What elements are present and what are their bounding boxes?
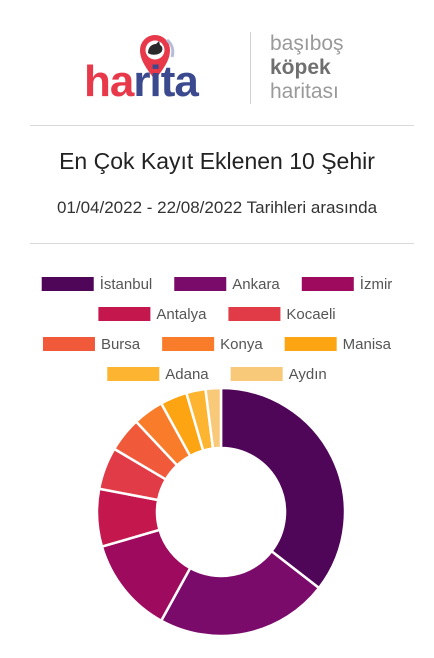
- legend-label-ankara[interactable]: Ankara: [232, 276, 280, 293]
- legend-label-aydin[interactable]: Aydın: [289, 366, 327, 383]
- donut-slices: [95, 386, 347, 638]
- legend-swatch-bursa[interactable]: [42, 337, 95, 351]
- legend-swatch-izmir[interactable]: [301, 277, 354, 291]
- tagline-line-2: köpek: [270, 56, 331, 79]
- legend-swatch-adana[interactable]: [107, 367, 160, 381]
- header: harita başıboş köpek haritası: [0, 0, 434, 125]
- legend-label-istanbul[interactable]: İstanbul: [100, 275, 153, 293]
- chart-subtitle: 01/04/2022 - 22/08/2022 Tarihleri arasın…: [56, 198, 378, 217]
- divider-bottom: [30, 243, 414, 244]
- legend-label-manisa[interactable]: Manisa: [343, 336, 392, 353]
- legend-label-bursa[interactable]: Bursa: [101, 336, 141, 353]
- legend-swatch-antalya[interactable]: [98, 307, 151, 321]
- legend-label-konya[interactable]: Konya: [220, 336, 263, 353]
- legend-swatch-manisa[interactable]: [284, 337, 337, 351]
- donut-slice-aydin[interactable]: [204, 386, 223, 450]
- legend-label-adana[interactable]: Adana: [165, 366, 209, 383]
- logo-tagline: başıboş köpek haritası: [270, 32, 344, 104]
- logo-wordmark: harita: [84, 57, 199, 106]
- legend-swatch-kocaeli[interactable]: [228, 307, 281, 321]
- donut-chart: İstanbul Ankara İzmir Antalya Kocaeli Bursa Ko…: [41, 275, 393, 638]
- divider-top: [30, 125, 414, 126]
- legend-label-antalya[interactable]: Antalya: [156, 306, 207, 323]
- logo-divider: [250, 32, 251, 104]
- tagline-line-3: haritası: [270, 80, 339, 103]
- legend-label-izmir[interactable]: İzmir: [360, 275, 393, 293]
- donut-slice-istanbul[interactable]: [219, 386, 347, 590]
- legend-label-kocaeli[interactable]: Kocaeli: [286, 306, 335, 323]
- tagline-line-1: başıboş: [270, 32, 344, 55]
- legend-swatch-konya[interactable]: [162, 337, 215, 351]
- map-pin-dog-icon: [140, 35, 175, 80]
- chart-legend: İstanbul Ankara İzmir Antalya Kocaeli Bursa Ko…: [41, 275, 393, 383]
- legend-swatch-aydin[interactable]: [230, 367, 283, 381]
- chart-title: En Çok Kayıt Eklenen 10 Şehir: [59, 148, 375, 174]
- legend-swatch-ankara[interactable]: [174, 277, 227, 291]
- legend-swatch-istanbul[interactable]: [41, 277, 94, 291]
- donut-slice-ankara[interactable]: [159, 549, 321, 638]
